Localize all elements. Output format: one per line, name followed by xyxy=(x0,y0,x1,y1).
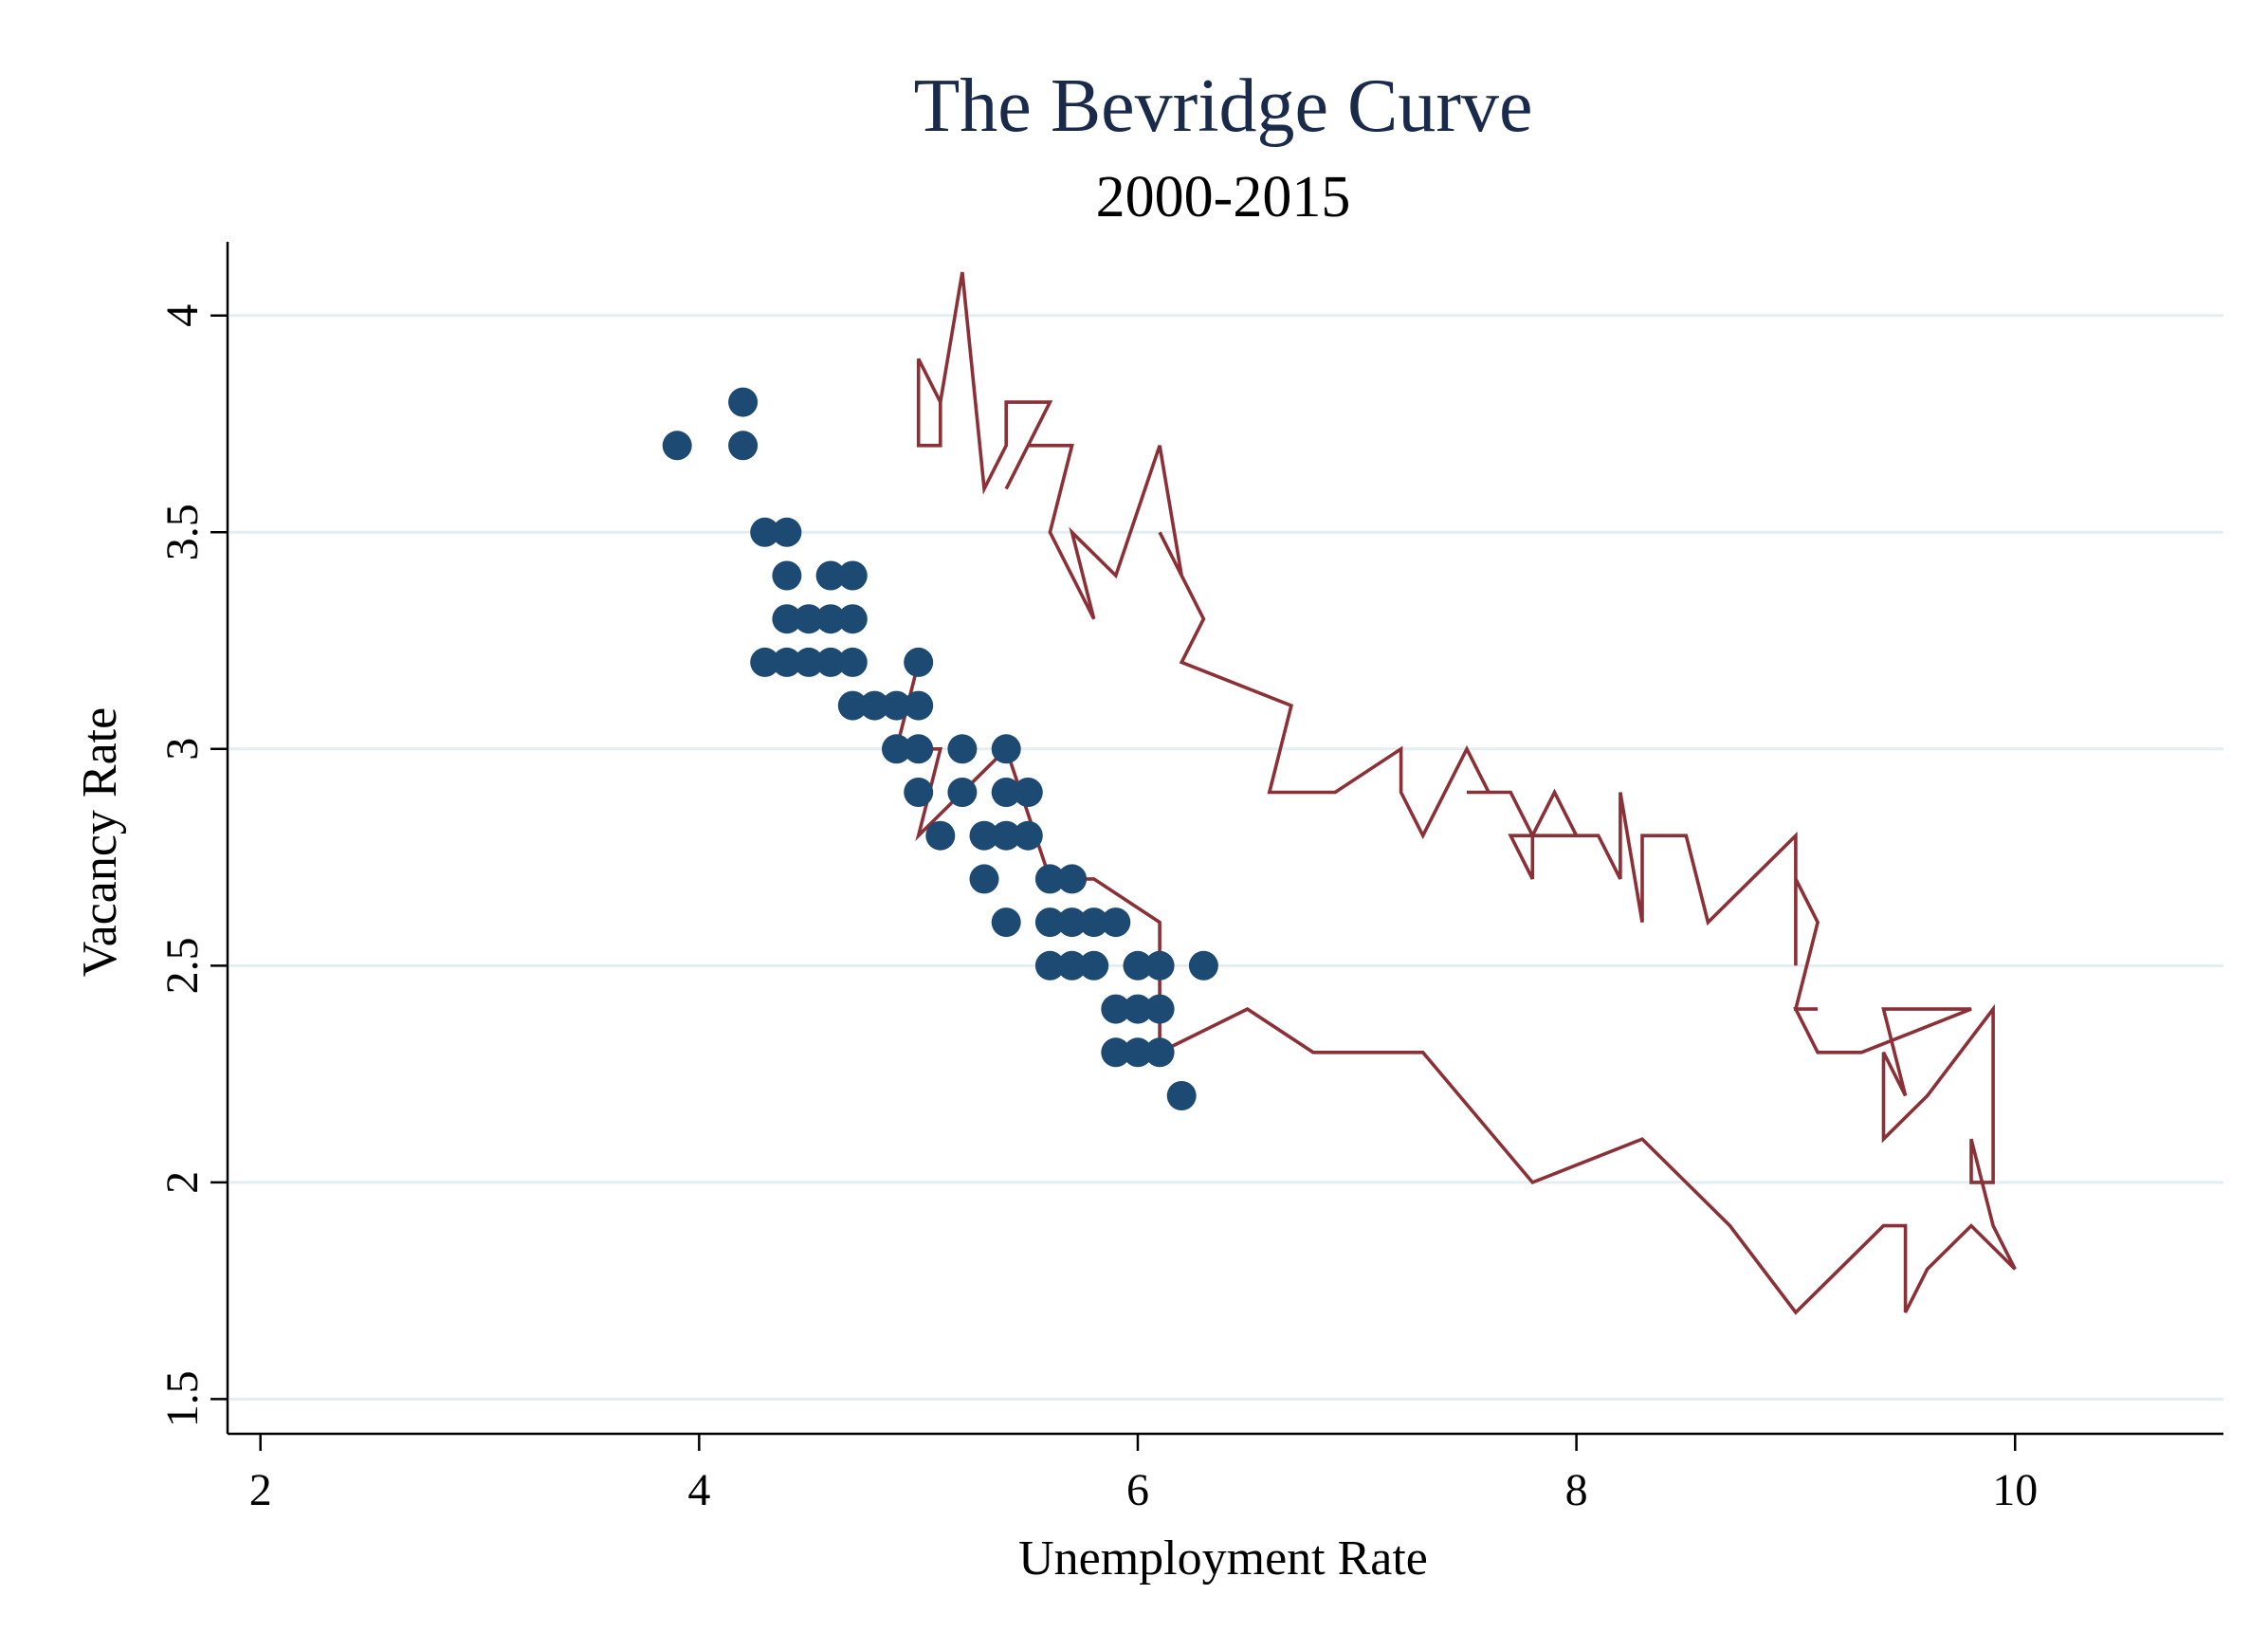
scatter-point-13 xyxy=(772,647,802,677)
scatter-point-31 xyxy=(969,820,999,851)
y-tick-label-4: 3.5 xyxy=(157,504,208,560)
scatter-point-7 xyxy=(837,560,868,591)
scatter-point-9 xyxy=(794,604,824,634)
scatter-point-51 xyxy=(1101,1037,1131,1068)
scatter-point-38 xyxy=(1034,908,1065,938)
x-tick-label-0: 2 xyxy=(249,1465,272,1515)
scatter-point-14 xyxy=(794,647,824,677)
y-tick-label-3: 3 xyxy=(157,738,208,761)
scatter-point-48 xyxy=(1101,994,1131,1024)
x-tick-label-2: 6 xyxy=(1126,1465,1149,1515)
scatter-point-19 xyxy=(859,690,889,721)
x-axis-label: Unemployment Rate xyxy=(1018,1531,1428,1586)
chart-subtitle: 2000-2015 xyxy=(1096,165,1351,229)
scatter-point-42 xyxy=(1034,950,1065,981)
scatter-point-22 xyxy=(882,734,911,764)
scatter-point-24 xyxy=(947,734,978,764)
y-tick-label-5: 4 xyxy=(157,304,208,327)
scatter-point-36 xyxy=(1057,864,1088,894)
scatter-point-6 xyxy=(815,560,846,591)
scatter-point-45 xyxy=(1123,950,1153,981)
scatter-point-10 xyxy=(815,604,846,634)
scatter-point-50 xyxy=(1144,994,1175,1024)
scatter-point-44 xyxy=(1079,950,1109,981)
scatter-point-47 xyxy=(1188,950,1218,981)
scatter-point-32 xyxy=(991,820,1021,851)
scatter-point-4 xyxy=(772,517,802,547)
y-tick-label-2: 2.5 xyxy=(157,937,208,994)
scatter-point-0 xyxy=(662,431,692,461)
y-axis-label: Vacancy Rate xyxy=(73,707,127,977)
vacancy-line-path xyxy=(894,271,2017,1315)
scatter-point-43 xyxy=(1057,950,1088,981)
x-tick-label-3: 8 xyxy=(1565,1465,1588,1515)
y-tick-label-0: 1.5 xyxy=(157,1370,208,1427)
scatter-point-41 xyxy=(1101,908,1131,938)
scatter-point-18 xyxy=(837,690,868,721)
scatter-point-11 xyxy=(837,604,868,634)
scatter-point-5 xyxy=(772,560,802,591)
scatter-point-20 xyxy=(882,690,911,721)
axes: 1.5 2 2.5 3 3.5 4 2 4 6 8 10 xyxy=(157,242,2223,1515)
scatter-point-21 xyxy=(904,690,934,721)
scatter-point-37 xyxy=(991,908,1021,938)
scatter-point-17 xyxy=(904,647,934,677)
scatter-point-23 xyxy=(904,734,934,764)
scatter-point-40 xyxy=(1079,908,1109,938)
scatter-point-27 xyxy=(947,778,978,807)
scatter-point-30 xyxy=(925,820,956,851)
scatter-point-34 xyxy=(969,864,999,894)
gridlines xyxy=(229,314,2223,1401)
scatter-point-33 xyxy=(1013,820,1043,851)
scatter-point-16 xyxy=(837,647,868,677)
scatter-point-39 xyxy=(1057,908,1088,938)
scatter-point-8 xyxy=(772,604,802,634)
scatter-point-1 xyxy=(728,387,759,417)
scatter-series xyxy=(662,387,1218,1110)
scatter-point-15 xyxy=(815,647,846,677)
scatter-point-28 xyxy=(991,778,1021,807)
scatter-point-26 xyxy=(904,778,934,807)
scatter-point-49 xyxy=(1123,994,1153,1024)
x-tick-label-4: 10 xyxy=(1992,1465,2038,1515)
scatter-point-2 xyxy=(728,431,759,461)
scatter-point-52 xyxy=(1123,1037,1153,1068)
scatter-point-25 xyxy=(991,734,1021,764)
scatter-point-54 xyxy=(1166,1081,1197,1110)
chart-title: The Bevridge Curve xyxy=(913,64,1532,148)
scatter-point-3 xyxy=(750,517,780,547)
x-tick-label-1: 4 xyxy=(687,1465,710,1515)
scatter-point-35 xyxy=(1034,864,1065,894)
scatter-point-29 xyxy=(1013,778,1043,807)
line-series xyxy=(894,271,2017,1315)
scatter-point-46 xyxy=(1144,950,1175,981)
scatter-point-12 xyxy=(750,647,780,677)
scatter-point-53 xyxy=(1144,1037,1175,1068)
y-tick-label-1: 2 xyxy=(157,1171,208,1194)
